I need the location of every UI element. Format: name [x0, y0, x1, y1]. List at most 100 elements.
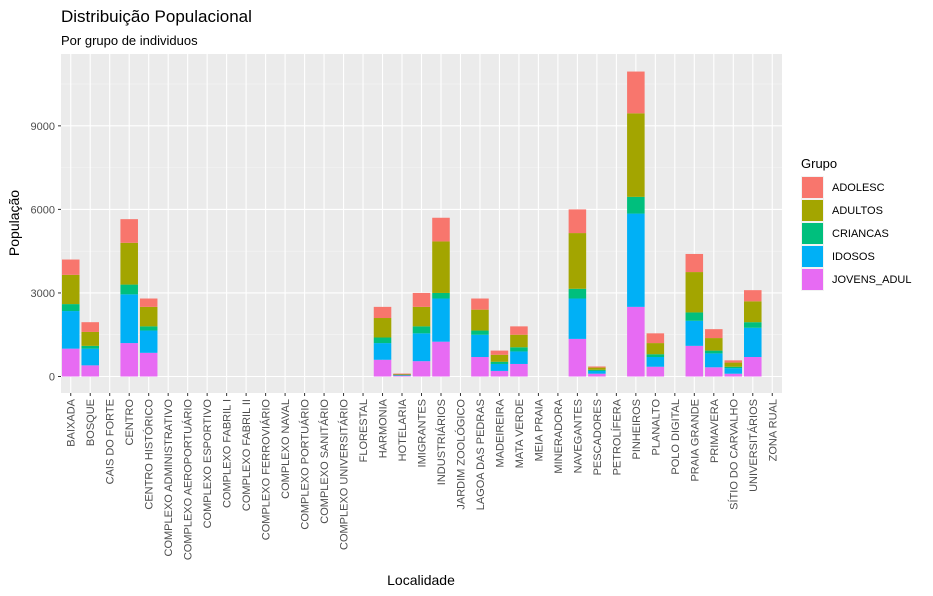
bar-segment	[373, 343, 392, 360]
bar-segment	[685, 253, 704, 273]
bar-segment	[432, 298, 450, 342]
bar-segment	[120, 242, 138, 285]
x-tick-label: CENTRO HISTÓRICO	[143, 399, 156, 510]
legend-label: JOVENS_ADUL	[832, 274, 911, 286]
x-tick-label: LAGOA DAS PEDRAS	[475, 399, 487, 510]
x-tick-label: FLORESTAL	[358, 399, 370, 462]
bar-segment	[471, 330, 489, 335]
x-tick-label: MEIA PRAIA	[533, 398, 545, 461]
bar-segment	[373, 337, 392, 344]
bar-segment	[588, 366, 606, 368]
bar-segment	[139, 298, 158, 307]
bar-segment	[490, 363, 509, 371]
x-tick-label: COMPLEXO SANITÁRIO	[318, 399, 331, 524]
bar-segment	[139, 330, 158, 353]
bar-segment	[139, 306, 158, 327]
bar-segment	[724, 362, 743, 367]
x-tick-label: POLO DIGITAL	[670, 399, 682, 475]
bar-segment	[510, 363, 528, 377]
bar-segment	[568, 233, 587, 289]
bar-segment	[705, 350, 723, 354]
bar-segment	[412, 361, 431, 377]
x-tick-label: COMPLEXO FABRIL II	[241, 399, 253, 511]
bar-segment	[685, 345, 704, 377]
x-tick-label: PRIMAVERA	[709, 398, 721, 463]
bar-segment	[61, 311, 80, 349]
x-axis-label: Localidade	[387, 572, 455, 588]
bar-segment	[432, 241, 450, 293]
legend-title: Grupo	[801, 156, 837, 171]
x-tick-label: UNIVERSITÁRIOS	[747, 399, 760, 492]
bar-segment	[471, 334, 489, 358]
bar-segment	[373, 359, 392, 377]
x-tick-label: IMIGRANTES	[417, 399, 429, 467]
x-tick-label: COMPLEXO UNIVERSITÁRIO	[338, 399, 351, 550]
bar-segment	[412, 333, 431, 362]
y-axis-label: População	[6, 190, 22, 256]
x-tick-label: BOSQUE	[85, 399, 97, 446]
y-tick-label: 3000	[31, 288, 55, 300]
bar-segment	[627, 71, 645, 114]
bar-segment	[81, 345, 99, 349]
bar-segment	[510, 351, 528, 364]
bar-segment	[510, 334, 528, 348]
bar-segment	[724, 360, 743, 363]
bar-segment	[120, 343, 138, 377]
x-tick-label: PRAIA GRANDE	[689, 399, 701, 482]
bar-segment	[646, 354, 665, 358]
bar-segment	[510, 347, 528, 352]
bar-segment	[588, 369, 606, 371]
bar-segment	[627, 306, 645, 377]
bar-segment	[646, 343, 665, 355]
bar-segment	[724, 366, 743, 369]
legend-swatch	[802, 246, 823, 267]
chart-title: Distribuição Populacional	[61, 7, 252, 26]
bar-segment	[393, 375, 411, 377]
bar-segment	[471, 298, 489, 310]
bar-segment	[120, 284, 138, 295]
bar-segment	[412, 326, 431, 334]
legend-label: ADULTOS	[832, 205, 883, 217]
legend-swatch	[802, 200, 823, 221]
bar-segment	[568, 288, 587, 299]
bar-segment	[139, 326, 158, 331]
x-tick-label: PLANALTO	[650, 399, 662, 456]
x-tick-label: PESCADORES	[592, 399, 604, 475]
bar-segment	[588, 370, 606, 374]
bar-segment	[744, 357, 762, 377]
x-tick-label: INDUSTRIÁRIOS	[435, 399, 448, 485]
bar-segment	[81, 322, 99, 332]
bar-segment	[61, 274, 80, 305]
bar-segment	[490, 370, 509, 377]
y-tick-label: 6000	[31, 204, 55, 216]
bar-segment	[490, 361, 509, 364]
bar-segment	[490, 350, 509, 355]
bar-segment	[724, 368, 743, 374]
legend-swatch	[802, 177, 823, 198]
bar-segment	[373, 318, 392, 338]
bar-segment	[724, 373, 743, 377]
bar-segment	[627, 113, 645, 197]
bar-segment	[432, 292, 450, 299]
bar-segment	[120, 294, 138, 344]
legend-label: IDOSOS	[832, 251, 875, 263]
bar-segment	[393, 374, 411, 376]
bar-segment	[412, 306, 431, 327]
bar-segment	[373, 306, 392, 319]
bar-segment	[412, 292, 431, 307]
x-axis-ticks: BAIXADA BOSQUE CAIS DO FORTE CENTRO CENTRO H…	[66, 393, 779, 561]
bar-segment	[646, 366, 665, 377]
x-tick-label: COMPLEXO AEROPORTUÁRIO	[182, 399, 195, 561]
legend-label: ADOLESC	[832, 182, 885, 194]
legend-label: CRIANCAS	[832, 228, 889, 240]
bar-segment	[705, 329, 723, 339]
x-tick-label: ZONA RUAL	[767, 399, 779, 461]
bar-segment	[568, 338, 587, 377]
x-tick-label: PINHEIROS	[631, 399, 643, 460]
bar-segment	[471, 309, 489, 331]
bar-segment	[646, 333, 665, 344]
x-tick-label: CENTRO	[124, 399, 136, 446]
bar-segment	[744, 301, 762, 323]
legend: Grupo ADOLESC ADULTOS CRIANCAS IDOSOS JOVENS…	[801, 156, 911, 291]
